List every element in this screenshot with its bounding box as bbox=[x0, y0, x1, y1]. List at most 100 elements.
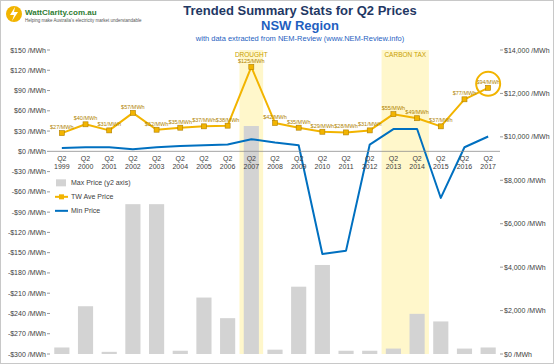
bar bbox=[149, 204, 164, 354]
bar bbox=[386, 349, 401, 354]
legend-label: TW Ave Price bbox=[71, 193, 113, 200]
y-tick-label: -$300 /MWh bbox=[8, 351, 46, 358]
y2-tick-label: $10,000 /MWh bbox=[504, 133, 550, 140]
data-label: $57/MWh bbox=[121, 104, 145, 110]
line bbox=[62, 129, 488, 254]
x-tick-label-line: Q2 bbox=[81, 155, 90, 163]
x-tick-label-line: 2005 bbox=[196, 163, 212, 170]
x-tick-label: Q22016 bbox=[457, 155, 473, 170]
legend-label: Min Price bbox=[71, 207, 100, 214]
frame bbox=[1, 1, 554, 364]
y-tick-label: $150 /MWh bbox=[10, 47, 46, 54]
marker bbox=[320, 129, 325, 134]
data-label: $31/MWh bbox=[358, 121, 382, 127]
data-labels: $27/MWh$40/MWh$31/MWh$57/MWh$32/MWh$35/M… bbox=[50, 58, 500, 130]
x-tick-label-line: Q2 bbox=[460, 155, 469, 163]
marker bbox=[486, 85, 491, 90]
y-tick-label: -$270 /MWh bbox=[8, 330, 46, 337]
line bbox=[62, 67, 488, 133]
y-tick bbox=[47, 171, 50, 172]
x-tick-label-line: Q2 bbox=[57, 155, 66, 163]
data-label: $77/MWh bbox=[453, 90, 477, 96]
y-tick-label: $30 /MWh bbox=[14, 128, 46, 135]
x-tick-label: Q22003 bbox=[149, 155, 165, 170]
x-tick-label: Q22009 bbox=[291, 155, 307, 170]
y-tick bbox=[47, 333, 50, 334]
bar bbox=[54, 347, 69, 354]
x-tick-label: Q22008 bbox=[267, 155, 283, 170]
x-tick-label-line: Q2 bbox=[294, 155, 303, 163]
y2-tick bbox=[500, 354, 503, 355]
y-tick-label: -$180 /MWh bbox=[8, 269, 46, 276]
x-tick-label-line: 2002 bbox=[125, 163, 141, 170]
y2-tick-label: $14,000 /MWh bbox=[504, 47, 550, 54]
y2-tick-label: $0 /MWh bbox=[504, 351, 532, 358]
y-tick-label: -$30 /MWh bbox=[12, 168, 46, 175]
x-tick-label-line: 2009 bbox=[291, 163, 307, 170]
legend-swatch bbox=[55, 210, 68, 212]
x-tick-label-line: Q2 bbox=[223, 155, 232, 163]
marker bbox=[344, 130, 349, 135]
data-label: $38/MWh bbox=[216, 117, 240, 123]
y-tick bbox=[47, 313, 50, 314]
y2-tick-label: $6,000 /MWh bbox=[504, 220, 546, 227]
y-tick-label: $0 /MWh bbox=[18, 148, 46, 155]
x-tick-label-line: 2016 bbox=[457, 163, 473, 170]
bar bbox=[291, 287, 306, 354]
marker bbox=[107, 128, 112, 133]
logo-bolt bbox=[10, 7, 18, 21]
x-tick-label-line: 2001 bbox=[101, 163, 117, 170]
data-label: $35/MWh bbox=[168, 119, 192, 125]
x-tick-label-line: 1999 bbox=[54, 163, 70, 170]
annotation-bands bbox=[239, 50, 428, 354]
logo-icon bbox=[6, 6, 22, 22]
y-tick bbox=[47, 70, 50, 71]
y2-tick bbox=[500, 223, 503, 224]
data-label: $49/MWh bbox=[405, 109, 429, 115]
x-tick-label-line: Q2 bbox=[176, 155, 185, 163]
marker bbox=[249, 64, 254, 69]
bar bbox=[338, 351, 353, 354]
bar bbox=[433, 321, 448, 354]
y-tick-label: -$210 /MWh bbox=[8, 290, 46, 297]
bar bbox=[267, 350, 282, 354]
y-tick-label: $120 /MWh bbox=[10, 67, 46, 74]
legend-label: Max Price (y2 axis) bbox=[71, 179, 131, 187]
x-tick-label: Q22014 bbox=[409, 155, 425, 170]
x-tick-label-line: 2013 bbox=[386, 163, 402, 170]
logo-tagline: Helping make Australia's electricity mar… bbox=[25, 18, 142, 23]
legend-marker bbox=[59, 194, 64, 199]
y-tick-label: -$150 /MWh bbox=[8, 249, 46, 256]
marker bbox=[130, 110, 135, 115]
data-label: $40/MWh bbox=[74, 115, 98, 121]
bar bbox=[457, 349, 472, 354]
y-tick bbox=[47, 293, 50, 294]
bar bbox=[244, 126, 259, 354]
x-tick-label: Q22002 bbox=[125, 155, 141, 170]
bar bbox=[410, 314, 425, 354]
x-tick-label-line: 2012 bbox=[362, 163, 378, 170]
y2-tick bbox=[500, 136, 503, 137]
y2-tick-label: $8,000 /MWh bbox=[504, 177, 546, 184]
marker bbox=[59, 131, 64, 136]
bar bbox=[102, 352, 117, 354]
highlight-ring bbox=[476, 72, 500, 96]
y-tick bbox=[47, 212, 50, 213]
marker bbox=[83, 122, 88, 127]
x-tick-label-line: Q2 bbox=[365, 155, 374, 163]
x-tick-label-line: 2000 bbox=[78, 163, 94, 170]
marker bbox=[178, 125, 183, 130]
y-tick bbox=[47, 131, 50, 132]
x-tick-label-line: Q2 bbox=[318, 155, 327, 163]
logo: WattClarity.com.auHelping make Australia… bbox=[6, 6, 142, 23]
y-tick bbox=[47, 110, 50, 111]
data-label: $27/MWh bbox=[50, 124, 74, 130]
x-tick-label-line: 2004 bbox=[172, 163, 188, 170]
y-tick-label: $90 /MWh bbox=[14, 87, 46, 94]
marker bbox=[154, 127, 159, 132]
bar bbox=[78, 306, 93, 354]
axes: -$300 /MWh-$270 /MWh-$240 /MWh-$210 /MWh… bbox=[8, 47, 550, 358]
y-tick bbox=[47, 354, 50, 355]
x-tick-label: Q21999 bbox=[54, 155, 70, 170]
x-tick-label-line: 2015 bbox=[433, 163, 449, 170]
